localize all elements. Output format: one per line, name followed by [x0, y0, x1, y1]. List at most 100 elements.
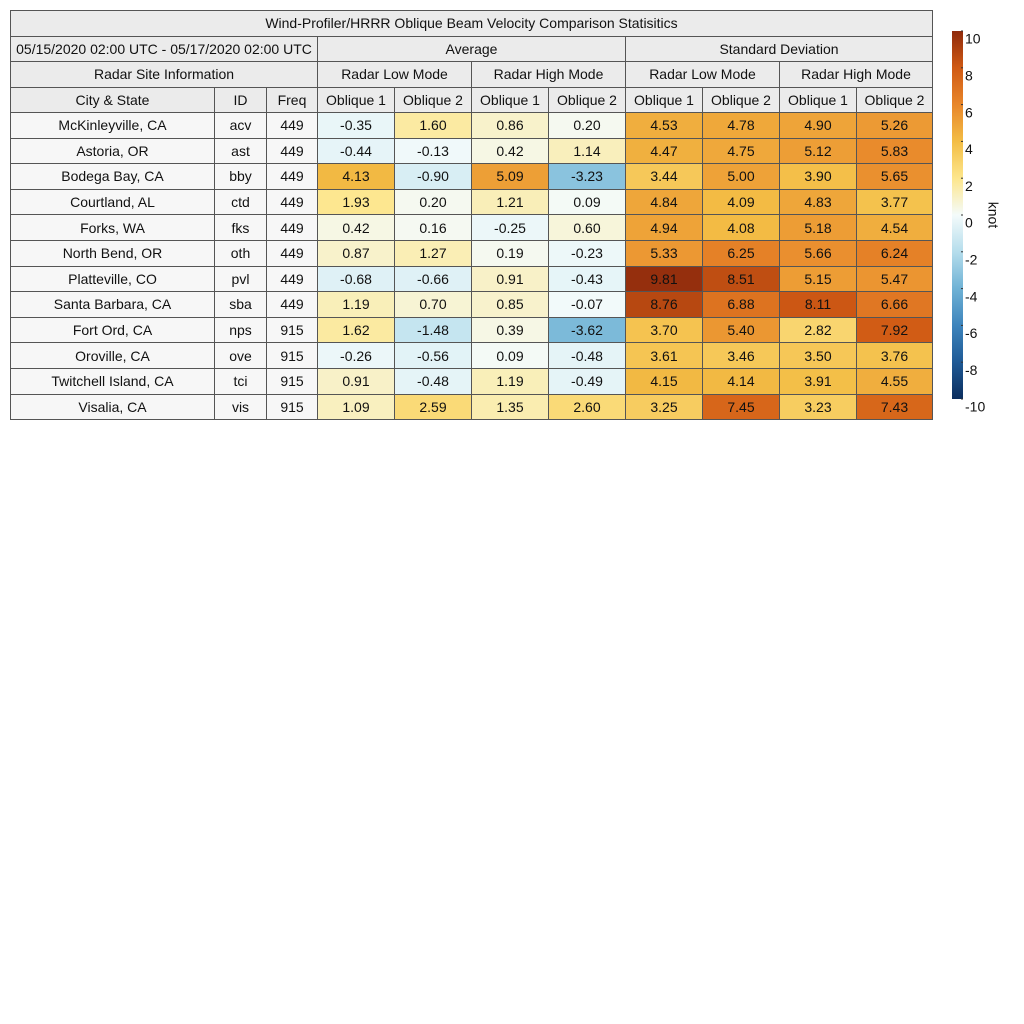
value-cell: 4.08 [702, 214, 780, 241]
site-cell: tci [214, 367, 267, 395]
value-cell: 0.39 [471, 316, 549, 344]
mode-header: Radar High Mode [779, 61, 933, 88]
value-cell: 5.00 [702, 163, 780, 190]
data-row: Forks, WA fks 449 0.42 0.16 -0.25 0.60 4.94 4.08… [10, 214, 933, 241]
value-cell: 8.76 [625, 291, 703, 318]
title-row: Wind-Profiler/HRRR Oblique Beam Velocity… [10, 10, 933, 37]
value-cell: 1.14 [548, 137, 626, 165]
value-cell: 0.09 [471, 342, 549, 369]
value-cell: 1.19 [317, 291, 395, 318]
value-cell: 5.12 [779, 137, 857, 165]
value-cell: 7.43 [856, 393, 933, 421]
data-row: Twitchell Island, CA tci 915 0.91 -0.48 1.19-… [10, 367, 933, 395]
site-cell: Visalia, CA [10, 393, 215, 421]
value-cell: -0.49 [548, 367, 626, 395]
value-cell: 2.82 [779, 316, 857, 344]
data-row: Oroville, CA ove 915 -0.26 -0.56 0.09 -0.48 3.6… [10, 342, 933, 369]
value-cell: 6.88 [702, 291, 780, 318]
value-cell: 3.61 [625, 342, 703, 369]
colorbar-tick-label: 0 [965, 215, 973, 231]
value-cell: -0.43 [548, 265, 626, 293]
value-cell: -0.44 [317, 137, 395, 165]
value-cell: 6.66 [856, 291, 933, 318]
column-header: Oblique 1 [471, 86, 549, 113]
value-cell: 4.47 [625, 137, 703, 165]
value-cell: 4.53 [625, 112, 703, 139]
site-cell: Forks, WA [10, 214, 215, 241]
column-header: ID [214, 86, 267, 113]
site-cell: 915 [266, 367, 318, 395]
value-cell: 0.42 [471, 137, 549, 165]
value-cell: 8.51 [702, 265, 780, 293]
group-row: 05/15/2020 02:00 UTC - 05/17/2020 02:00 … [10, 35, 933, 62]
column-header: Oblique 1 [779, 86, 857, 113]
value-cell: 1.35 [471, 393, 549, 421]
value-cell: -0.13 [394, 137, 472, 165]
value-cell: 5.09 [471, 163, 549, 190]
site-cell: 449 [266, 163, 318, 190]
site-cell: North Bend, OR [10, 239, 215, 267]
colorbar-tick-label: 2 [965, 178, 973, 194]
value-cell: 1.93 [317, 188, 395, 216]
value-cell: 3.77 [856, 188, 933, 216]
value-cell: 1.19 [471, 367, 549, 395]
site-cell: ctd [214, 188, 267, 216]
colorbar-tick-label: -6 [965, 325, 978, 341]
group-header: Standard Deviation [625, 35, 933, 62]
value-cell: 6.24 [856, 239, 933, 267]
value-cell: 0.91 [317, 367, 395, 395]
value-cell: -0.26 [317, 342, 395, 369]
mode-row: Radar Site Information Radar Low Mode Rad… [10, 61, 933, 88]
site-cell: 449 [266, 291, 318, 318]
site-cell: Bodega Bay, CA [10, 163, 215, 190]
value-cell: 7.45 [702, 393, 780, 421]
column-header: Oblique 2 [548, 86, 626, 113]
group-header: Average [317, 35, 626, 62]
value-cell: -0.48 [548, 342, 626, 369]
value-cell: 1.21 [471, 188, 549, 216]
colorbar-tick-label: -10 [965, 399, 985, 415]
data-row: Astoria, OR ast 449 -0.44 -0.13 0.42 1.14 4.47 4… [10, 137, 933, 165]
value-cell: -0.66 [394, 265, 472, 293]
value-cell: 5.15 [779, 265, 857, 293]
value-cell: 4.15 [625, 367, 703, 395]
site-cell: 449 [266, 112, 318, 139]
site-cell: Platteville, CO [10, 265, 215, 293]
site-cell: Santa Barbara, CA [10, 291, 215, 318]
value-cell: 3.46 [702, 342, 780, 369]
site-cell: fks [214, 214, 267, 241]
value-cell: 6.25 [702, 239, 780, 267]
value-cell: -0.56 [394, 342, 472, 369]
value-cell: -0.07 [548, 291, 626, 318]
site-cell: ove [214, 342, 267, 369]
site-cell: sba [214, 291, 267, 318]
site-cell: nps [214, 316, 267, 344]
value-cell: -0.23 [548, 239, 626, 267]
column-header: City & State [10, 86, 215, 113]
data-row: North Bend, OR oth 449 0.87 1.27 0.19 -0.23 5.3… [10, 239, 933, 267]
column-header: Freq [266, 86, 318, 113]
value-cell: -0.25 [471, 214, 549, 241]
colorbar: knot 10 8 6 4 2 0 -2 -4 -6 -8 -10 [952, 30, 1001, 415]
value-cell: -0.48 [394, 367, 472, 395]
site-info: Radar Site Information [10, 61, 318, 88]
column-header: Oblique 2 [394, 86, 472, 113]
colorbar-tick-label: 8 [965, 68, 973, 84]
value-cell: 5.66 [779, 239, 857, 267]
table-title: Wind-Profiler/HRRR Oblique Beam Velocity… [10, 10, 933, 37]
value-cell: 1.09 [317, 393, 395, 421]
column-header: Oblique 2 [856, 86, 933, 113]
data-row: Visalia, CA vis 915 1.09 2.59 1.35 2.60 3.25 7.4… [10, 393, 933, 421]
site-cell: 915 [266, 393, 318, 421]
data-row: Fort Ord, CA nps 915 1.62 -1.48 0.39 -3.62 3.70… [10, 316, 933, 344]
value-cell: 5.47 [856, 265, 933, 293]
site-cell: bby [214, 163, 267, 190]
value-cell: 2.59 [394, 393, 472, 421]
value-cell: 4.54 [856, 214, 933, 241]
site-cell: 915 [266, 342, 318, 369]
value-cell: 5.65 [856, 163, 933, 190]
period: 05/15/2020 02:00 UTC - 05/17/2020 02:00 … [10, 35, 318, 62]
value-cell: 4.13 [317, 163, 395, 190]
value-cell: -0.35 [317, 112, 395, 139]
